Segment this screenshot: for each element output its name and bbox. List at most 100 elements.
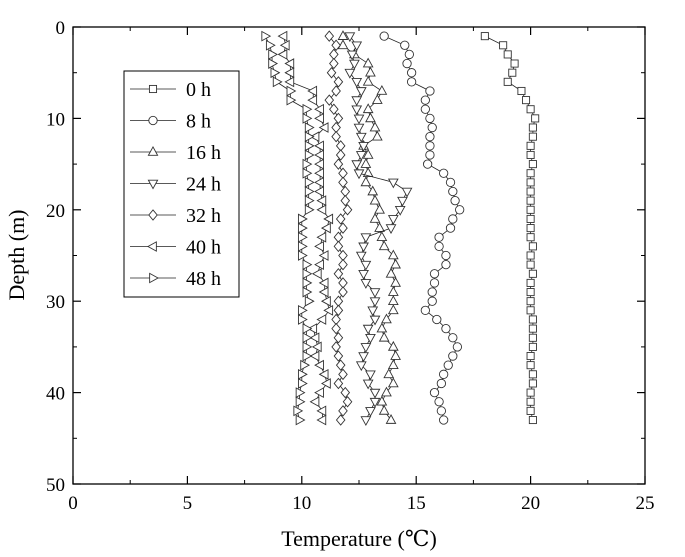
data-point	[265, 39, 276, 51]
series-40h	[277, 30, 334, 426]
data-point	[526, 105, 535, 114]
data-point	[503, 50, 512, 59]
data-point	[314, 140, 324, 152]
data-point	[314, 158, 324, 170]
legend-marker	[147, 241, 157, 252]
data-point	[387, 340, 399, 351]
data-point	[309, 131, 320, 143]
data-point	[333, 268, 344, 280]
legend: 0 h 8 h 16 h 24 h 32 h 40 h 48 h	[123, 70, 240, 298]
data-point	[420, 104, 431, 114]
data-point	[297, 250, 308, 261]
legend-label: 0 h	[186, 79, 211, 101]
data-point	[360, 416, 372, 426]
data-point	[323, 213, 334, 225]
data-point	[333, 332, 344, 344]
data-point	[528, 333, 537, 342]
data-point	[526, 397, 535, 406]
data-point	[499, 41, 508, 50]
legend-label: 16 h	[186, 142, 221, 164]
data-point	[272, 76, 283, 88]
data-point	[434, 241, 444, 252]
data-point	[429, 387, 440, 398]
data-point	[526, 251, 535, 260]
data-point	[293, 405, 304, 417]
x-axis-title: Temperature (℃)	[281, 526, 437, 551]
series-layer	[261, 30, 540, 426]
data-point	[385, 267, 397, 278]
data-point	[394, 205, 406, 216]
data-point	[355, 132, 367, 143]
data-point	[333, 304, 344, 317]
legend-label: 48 h	[186, 268, 221, 290]
data-point	[383, 368, 395, 379]
data-point	[302, 167, 313, 179]
data-point	[445, 177, 456, 188]
data-point	[420, 305, 431, 315]
data-point	[311, 341, 322, 353]
data-point	[362, 103, 374, 114]
data-point	[369, 297, 381, 308]
legend-marker	[147, 146, 159, 156]
data-point	[277, 49, 288, 60]
data-point	[427, 122, 437, 133]
data-point	[316, 195, 327, 207]
data-point	[390, 350, 401, 360]
data-point	[374, 222, 385, 232]
data-point	[284, 76, 295, 88]
data-point	[390, 258, 401, 269]
tick-labels: 0 5 10 15 20 25 0 10 20 30 40 50	[46, 18, 655, 514]
data-point	[314, 259, 324, 271]
data-point	[526, 196, 535, 205]
data-point	[360, 233, 372, 244]
data-point	[284, 67, 295, 79]
data-point	[528, 342, 537, 351]
data-point	[441, 323, 451, 334]
data-point	[528, 379, 537, 388]
data-point	[528, 123, 537, 132]
data-point	[353, 114, 365, 125]
data-point	[429, 278, 440, 288]
data-point	[297, 231, 308, 243]
data-point	[387, 215, 399, 225]
data-point	[302, 341, 313, 353]
y-tick-label: 30	[46, 292, 65, 313]
data-point	[333, 76, 344, 88]
data-point	[365, 407, 376, 417]
data-point	[324, 30, 335, 42]
data-point	[335, 359, 346, 371]
data-point	[358, 242, 369, 253]
legend-box	[123, 70, 240, 298]
data-point	[261, 30, 272, 42]
data-point	[376, 85, 388, 95]
data-point	[344, 32, 356, 43]
y-axis-title: Depth (m)	[4, 209, 29, 300]
data-point	[369, 194, 381, 205]
data-point	[360, 343, 372, 353]
data-point	[304, 149, 315, 161]
data-point	[268, 58, 279, 69]
data-point	[304, 140, 315, 152]
data-point	[436, 406, 447, 416]
data-point	[427, 296, 437, 306]
data-point	[369, 397, 381, 408]
data-point	[279, 39, 290, 51]
data-point	[452, 342, 463, 352]
data-point	[526, 187, 535, 196]
legend-label: 8 h	[186, 111, 211, 133]
data-point	[351, 78, 363, 88]
data-point	[295, 396, 306, 408]
data-point	[302, 103, 313, 115]
data-point	[376, 395, 388, 406]
data-point	[362, 167, 374, 178]
data-point	[381, 386, 392, 397]
series-32h	[324, 30, 353, 426]
data-point	[335, 414, 346, 426]
data-point	[304, 176, 315, 188]
data-point	[439, 168, 449, 178]
data-point	[338, 176, 348, 189]
x-tick-label: 10	[292, 493, 311, 514]
data-point	[346, 50, 358, 61]
data-point	[331, 39, 341, 52]
